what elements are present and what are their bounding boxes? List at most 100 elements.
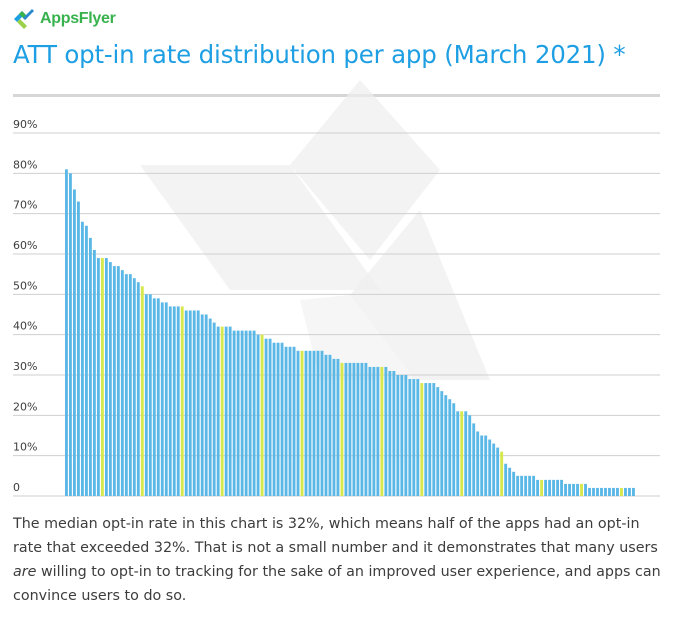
page-title: ATT opt-in rate distribution per app (Ma… bbox=[13, 40, 626, 69]
bar bbox=[400, 375, 404, 496]
description-emphasis: are bbox=[13, 564, 37, 580]
bar bbox=[532, 475, 536, 496]
bar bbox=[388, 370, 392, 496]
bar bbox=[404, 375, 408, 496]
bar bbox=[484, 435, 488, 496]
bar bbox=[456, 411, 460, 496]
bar bbox=[324, 354, 328, 496]
bar bbox=[540, 479, 544, 496]
bar bbox=[336, 358, 340, 496]
bar bbox=[588, 487, 591, 496]
bar bbox=[480, 435, 484, 496]
title-divider bbox=[13, 94, 660, 97]
bar bbox=[140, 286, 144, 496]
bar bbox=[104, 258, 108, 496]
bar bbox=[288, 346, 292, 496]
bar bbox=[564, 483, 567, 496]
bar bbox=[408, 379, 412, 496]
bar bbox=[468, 415, 472, 496]
bar bbox=[244, 330, 248, 496]
bar bbox=[176, 306, 180, 496]
bar bbox=[568, 483, 571, 496]
bar bbox=[464, 411, 468, 496]
bar bbox=[128, 274, 132, 496]
bar bbox=[240, 330, 244, 496]
bar bbox=[600, 487, 603, 496]
bar bbox=[536, 479, 540, 496]
y-tick-label: 50% bbox=[13, 279, 37, 292]
bar bbox=[604, 487, 607, 496]
bar bbox=[96, 258, 100, 496]
bar bbox=[492, 443, 496, 496]
bar bbox=[228, 326, 232, 496]
bar bbox=[452, 403, 456, 496]
bar bbox=[188, 310, 192, 496]
bar bbox=[508, 467, 512, 496]
bar bbox=[432, 383, 436, 496]
opt-in-bar-chart: 0 10% 20% 30% 40% 50% 60% 70% 80% 90% bbox=[13, 118, 660, 497]
bar bbox=[168, 306, 172, 496]
bar bbox=[136, 282, 140, 496]
bar bbox=[84, 225, 88, 496]
bar bbox=[76, 201, 80, 496]
bar bbox=[552, 479, 556, 496]
bar bbox=[496, 447, 500, 496]
bar bbox=[184, 310, 188, 496]
bar bbox=[560, 479, 563, 496]
bar bbox=[268, 338, 272, 496]
bar bbox=[616, 487, 619, 496]
bar bbox=[344, 362, 348, 496]
appsflyer-wing-icon bbox=[14, 9, 34, 29]
bar bbox=[620, 487, 623, 496]
bar bbox=[204, 314, 208, 496]
bar bbox=[132, 278, 136, 496]
bar bbox=[580, 483, 583, 496]
bar bbox=[116, 266, 120, 496]
bar bbox=[292, 346, 296, 496]
bar bbox=[220, 326, 224, 496]
bar bbox=[348, 362, 352, 496]
bar bbox=[280, 342, 284, 496]
bar bbox=[368, 366, 372, 496]
bar bbox=[364, 362, 368, 496]
bar bbox=[180, 306, 184, 496]
bar bbox=[316, 350, 320, 496]
bar bbox=[596, 487, 599, 496]
bar bbox=[332, 358, 336, 496]
description-part-1: The median opt-in rate in this chart is … bbox=[13, 516, 658, 556]
bar bbox=[548, 479, 552, 496]
bar bbox=[504, 463, 508, 496]
bar bbox=[416, 379, 420, 496]
bar bbox=[424, 383, 428, 496]
bar bbox=[152, 298, 156, 496]
bar bbox=[172, 306, 176, 496]
bar bbox=[340, 362, 344, 496]
y-tick-label: 40% bbox=[13, 320, 37, 333]
bar bbox=[148, 294, 152, 496]
bar bbox=[260, 334, 264, 496]
bar bbox=[256, 334, 260, 496]
bar bbox=[476, 431, 480, 496]
bar bbox=[88, 237, 92, 496]
bar bbox=[500, 451, 504, 496]
bar bbox=[68, 173, 72, 496]
bar bbox=[100, 258, 104, 496]
bar bbox=[524, 475, 528, 496]
bar bbox=[352, 362, 356, 496]
y-tick-label: 80% bbox=[13, 158, 37, 171]
appsflyer-watermark bbox=[140, 80, 490, 380]
bar bbox=[436, 387, 440, 496]
bar bbox=[360, 362, 364, 496]
appsflyer-logo: AppsFlyer bbox=[12, 6, 116, 32]
y-tick-label: 60% bbox=[13, 239, 37, 252]
bar bbox=[80, 221, 84, 496]
bar bbox=[420, 383, 424, 496]
bar bbox=[624, 487, 627, 496]
bar bbox=[65, 169, 68, 497]
bar bbox=[544, 479, 548, 496]
bar bbox=[160, 302, 164, 496]
description-part-2: willing to opt-in to tracking for the sa… bbox=[13, 564, 661, 604]
bar bbox=[356, 362, 360, 496]
bar bbox=[328, 354, 332, 496]
bar bbox=[192, 310, 196, 496]
